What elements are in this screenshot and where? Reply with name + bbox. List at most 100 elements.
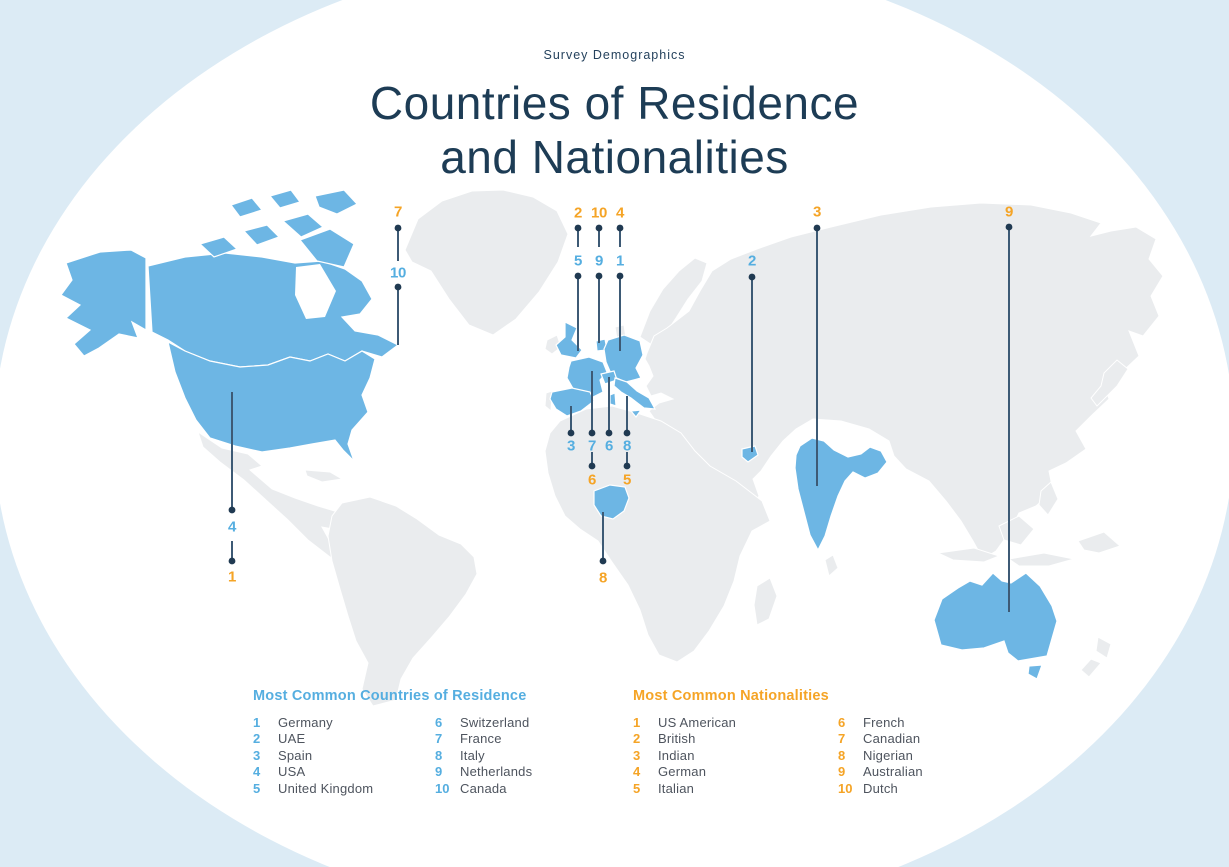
country-australia bbox=[933, 572, 1058, 662]
country-germany bbox=[603, 334, 644, 383]
marker-canada-residence: 10 bbox=[389, 264, 407, 282]
rank-number: 10 bbox=[435, 780, 450, 796]
callout-nigeria bbox=[599, 512, 607, 565]
marker-france-residence: 7 bbox=[587, 437, 597, 455]
country-label: Netherlands bbox=[460, 764, 533, 780]
nationality-label: British bbox=[658, 731, 696, 747]
rank-number: 8 bbox=[838, 747, 846, 763]
callout-spain bbox=[567, 406, 575, 437]
country-usa bbox=[167, 340, 376, 462]
island-borneo bbox=[998, 515, 1035, 546]
country-label: United Kingdom bbox=[278, 780, 374, 796]
marker-usa-residence: 4 bbox=[227, 518, 237, 536]
list-item: 7 France bbox=[435, 731, 532, 747]
list-item: 1 US American bbox=[633, 715, 838, 731]
rank-number: 9 bbox=[435, 764, 443, 780]
island-papua bbox=[1077, 531, 1121, 554]
nationality-label: Italian bbox=[658, 780, 695, 796]
rank-number: 4 bbox=[633, 764, 641, 780]
rank-number: 4 bbox=[253, 764, 261, 780]
callout-australia bbox=[1005, 223, 1013, 612]
country-nigeria bbox=[593, 484, 630, 520]
island-madagascar bbox=[753, 577, 778, 626]
marker-usa-nationality: 1 bbox=[227, 568, 237, 586]
country-label: Germany bbox=[278, 715, 333, 730]
page-title: Countries of Residence and Nationalities bbox=[0, 76, 1229, 184]
nationality-label: French bbox=[863, 715, 905, 730]
marker-india-nationality: 3 bbox=[812, 203, 822, 221]
island-tasmania bbox=[1027, 664, 1043, 680]
nationality-legend-col-1: 1 US American 2 British 3 Indian 4 German 5 I… bbox=[633, 715, 838, 797]
nationality-label: US American bbox=[658, 715, 737, 730]
list-item: 4 German bbox=[633, 764, 838, 780]
callout-uk bbox=[574, 224, 582, 351]
title-line-2: and Nationalities bbox=[440, 131, 789, 183]
marker-italy-nationality: 5 bbox=[622, 471, 632, 489]
country-label: Switzerland bbox=[460, 715, 530, 730]
canada-arctic-island bbox=[242, 224, 281, 246]
rank-number: 1 bbox=[253, 715, 261, 730]
list-item: 8 Italy bbox=[435, 748, 532, 764]
list-item: 2 British bbox=[633, 731, 838, 747]
rank-number: 1 bbox=[633, 715, 641, 730]
callouts bbox=[228, 223, 1013, 612]
marker-uk-nationality: 2 bbox=[573, 204, 583, 222]
residence-legend-col-1: 1 Germany 2 UAE 3 Spain 4 USA 5 United Kingdo… bbox=[253, 715, 435, 797]
country-label: Spain bbox=[278, 747, 313, 763]
eyebrow-label: Survey Demographics bbox=[543, 48, 686, 62]
callout-germany bbox=[616, 224, 624, 351]
rank-number: 5 bbox=[253, 780, 261, 796]
list-item: 2 UAE bbox=[253, 731, 435, 747]
title-line-1: Countries of Residence bbox=[369, 77, 860, 129]
country-greenland bbox=[404, 189, 569, 336]
marker-italy-residence: 8 bbox=[622, 437, 632, 455]
island-philippines bbox=[1038, 481, 1059, 516]
list-item: 10 Canada bbox=[435, 781, 532, 797]
nationality-label: Canadian bbox=[863, 731, 921, 747]
landmass-highlighted bbox=[60, 189, 1058, 680]
nationality-label: Australian bbox=[863, 764, 923, 780]
country-label: USA bbox=[278, 764, 306, 780]
marker-nigeria-nationality: 8 bbox=[598, 569, 608, 587]
rank-number: 3 bbox=[633, 747, 641, 763]
nationality-legend-col-2: 6 French 7 Canadian 8 Nigerian 9 Australian … bbox=[838, 715, 923, 797]
island-sri-lanka bbox=[824, 554, 839, 577]
island-cuba bbox=[304, 469, 344, 483]
continent-africa bbox=[544, 405, 771, 663]
canada-arctic-island bbox=[198, 236, 239, 258]
list-item: 9 Australian bbox=[838, 764, 923, 780]
continent-south-america bbox=[327, 496, 478, 707]
callout-france bbox=[588, 371, 596, 470]
nationality-label: Nigerian bbox=[863, 747, 914, 763]
callout-italy bbox=[623, 396, 631, 470]
country-uk bbox=[555, 321, 583, 359]
marker-uk-residence: 5 bbox=[573, 252, 583, 270]
rank-number: 3 bbox=[253, 747, 261, 763]
rank-number: 8 bbox=[435, 747, 443, 763]
country-italy bbox=[613, 377, 657, 410]
country-label: France bbox=[460, 731, 502, 747]
island-java bbox=[1007, 552, 1075, 567]
island-sardinia bbox=[609, 392, 617, 407]
canada-baffin-island bbox=[299, 228, 355, 268]
list-item: 9 Netherlands bbox=[435, 764, 532, 780]
country-ireland bbox=[544, 334, 562, 355]
canada-arctic-island bbox=[281, 213, 325, 238]
marker-switzerland-residence: 6 bbox=[604, 437, 614, 455]
marker-canada-nationality: 7 bbox=[393, 203, 403, 221]
list-item: 3 Indian bbox=[633, 748, 838, 764]
rank-number: 6 bbox=[838, 715, 846, 730]
nationality-label: Indian bbox=[658, 747, 695, 763]
rank-number: 7 bbox=[435, 731, 443, 747]
island-sicily bbox=[629, 409, 643, 418]
nationality-label: Dutch bbox=[863, 780, 898, 796]
marker-australia-nationality: 9 bbox=[1004, 203, 1014, 221]
marker-spain-residence: 3 bbox=[566, 437, 576, 455]
nationality-label: German bbox=[658, 764, 707, 780]
marker-germany-nationality: 4 bbox=[615, 204, 625, 222]
list-item: 6 Switzerland bbox=[435, 715, 532, 731]
country-label: Italy bbox=[460, 747, 485, 763]
country-japan bbox=[1090, 359, 1129, 407]
country-spain bbox=[549, 387, 595, 417]
